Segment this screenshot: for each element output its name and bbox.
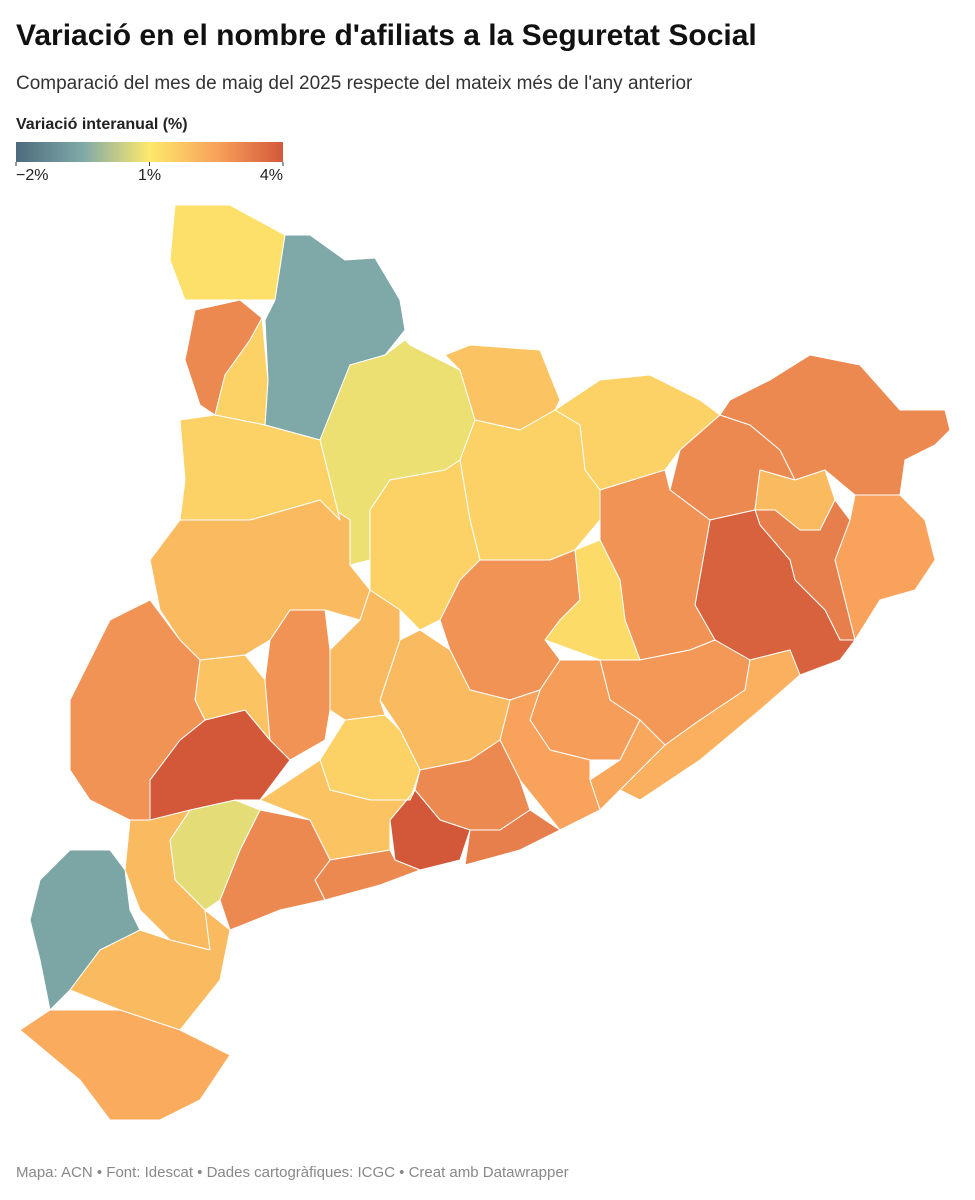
region	[459, 409, 601, 561]
subtitle: Comparació del mes de maig del 2025 resp…	[16, 73, 693, 94]
legend-tick-label: 4%	[260, 167, 283, 184]
region	[329, 589, 401, 721]
title: Variació en el nombre d'afiliats a la Se…	[16, 19, 757, 52]
map	[19, 204, 951, 1121]
legend-title: Variació interanual (%)	[16, 116, 188, 133]
region	[169, 204, 286, 301]
region	[619, 649, 801, 801]
region	[149, 499, 371, 661]
legend-tick-label: −2%	[16, 167, 48, 184]
region	[464, 809, 561, 866]
region	[19, 1009, 231, 1121]
region	[179, 414, 341, 521]
footer: Mapa: ACN • Font: Idescat • Dades cartog…	[16, 1164, 569, 1181]
legend-gradient	[16, 142, 283, 162]
region	[719, 354, 951, 496]
legend-tick-label: 1%	[138, 167, 161, 184]
region	[69, 909, 231, 1031]
region	[69, 599, 206, 821]
